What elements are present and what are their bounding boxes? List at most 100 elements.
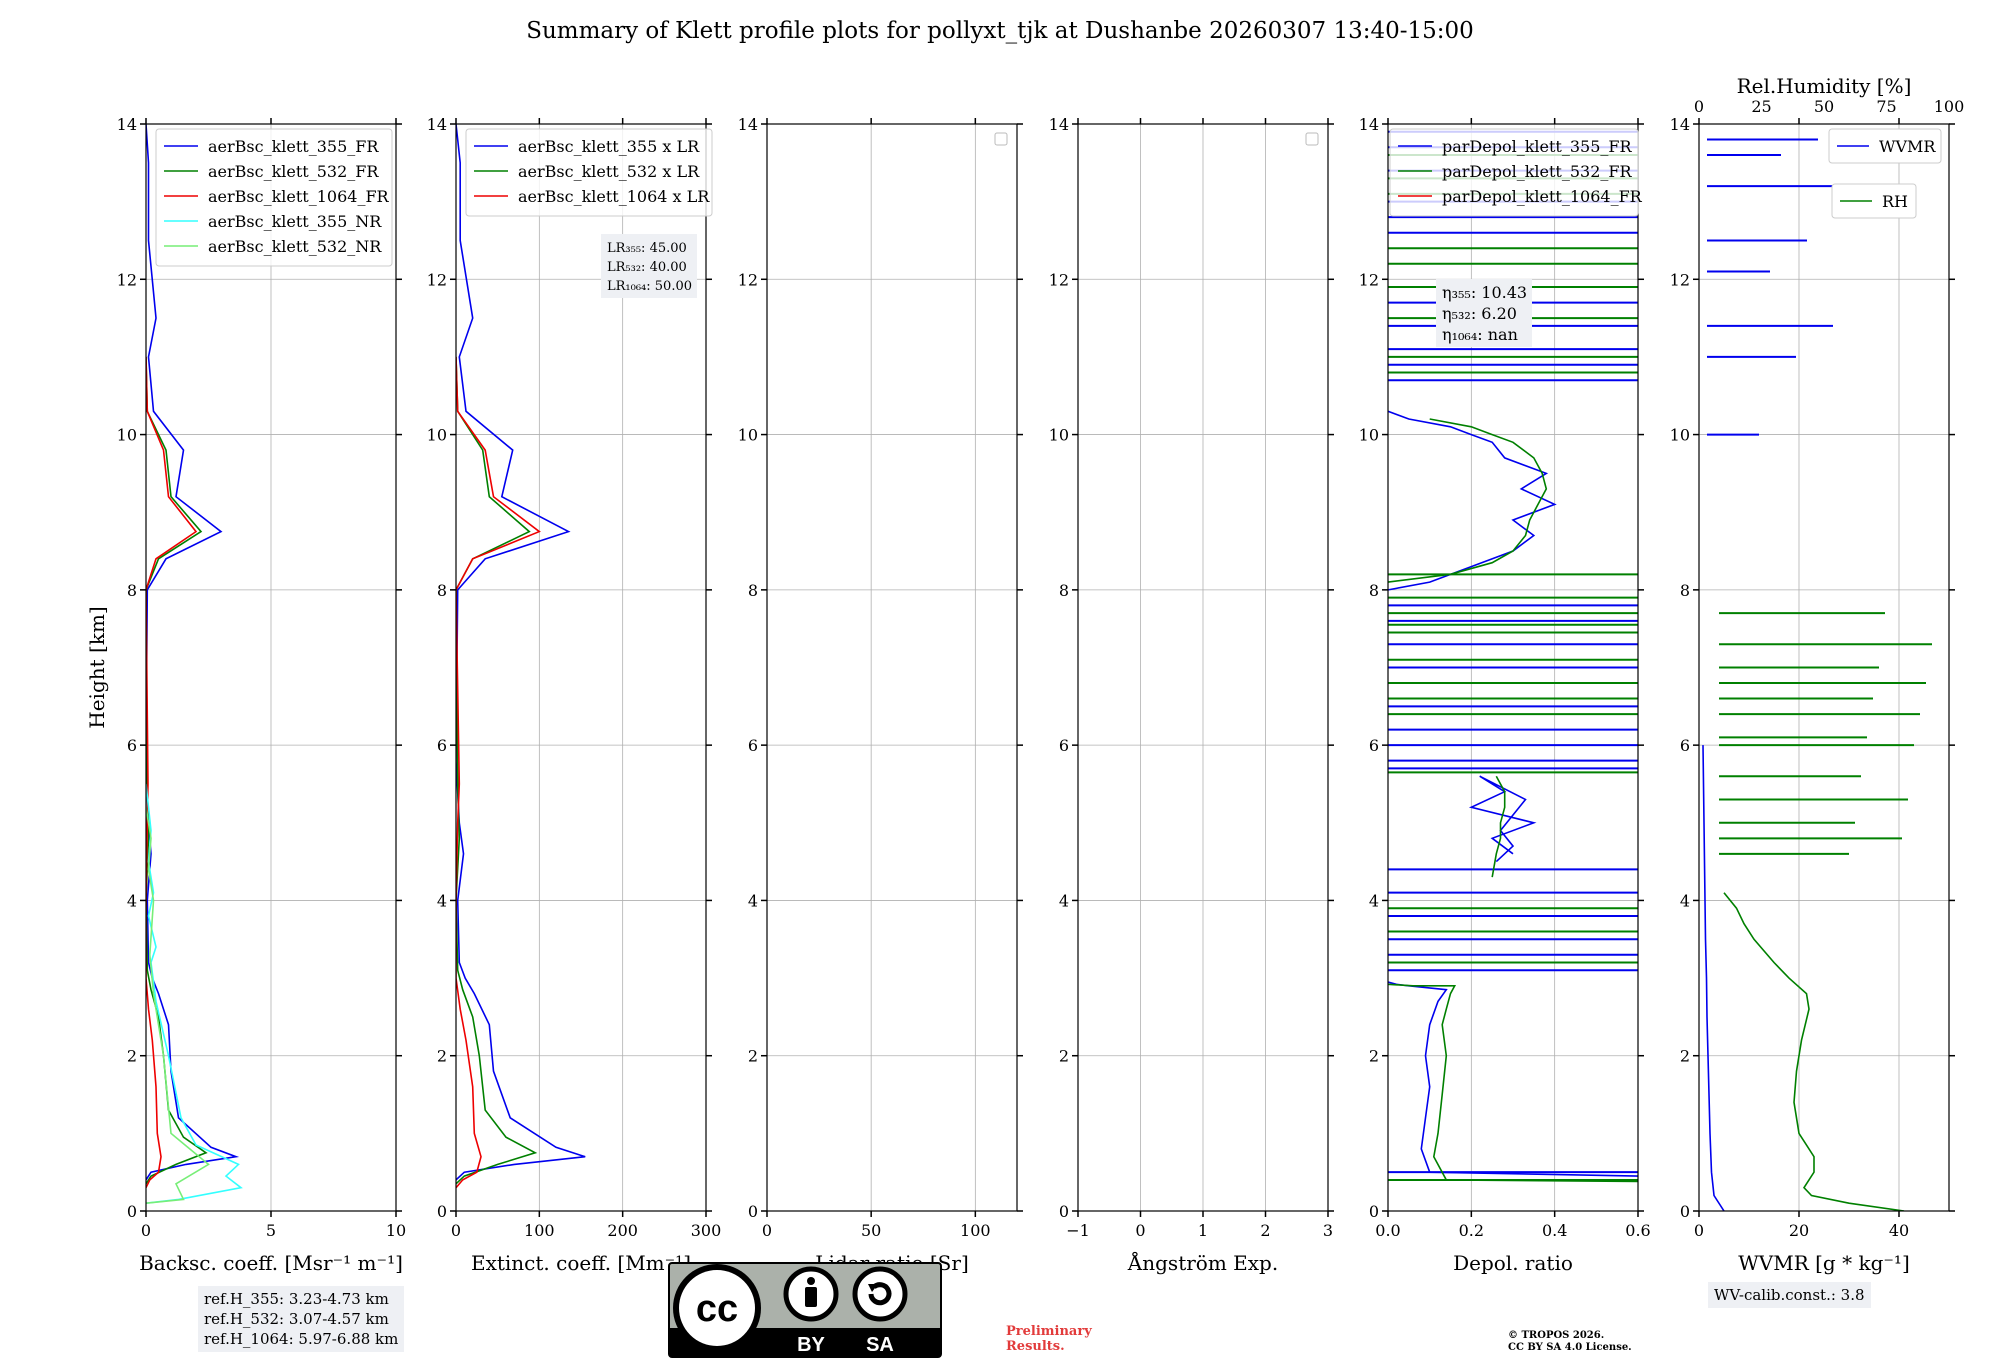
ytick-label: 6 [437, 736, 447, 755]
ytick-label: 2 [1369, 1047, 1379, 1066]
ytick-label: 6 [1680, 736, 1690, 755]
series-WVMR [1702, 745, 1725, 1211]
xtick-label: 0 [762, 1221, 772, 1240]
ytick-label: 2 [1059, 1047, 1069, 1066]
axes-frame [455, 123, 707, 1212]
xtick-label: 10 [386, 1221, 406, 1240]
series-parDepol_klett_355_FR_cloud [1388, 410, 1557, 591]
ref-height-532: ref.H_532: 3.07-4.57 km [204, 1310, 389, 1328]
ytick-label: 2 [1680, 1047, 1690, 1066]
legend-entry: RH [1882, 192, 1908, 211]
ytick-label: 12 [427, 270, 447, 289]
legend-box [1389, 128, 1639, 217]
xaxis-label: Backsc. coeff. [Msr⁻¹ m⁻¹] [139, 1251, 403, 1275]
lr-value-lr532: LR₅₃₂: 40.00 [607, 260, 687, 275]
ytick-label: 12 [1670, 270, 1690, 289]
xtick-label: 5 [266, 1221, 276, 1240]
ytick-label: 4 [127, 891, 137, 910]
legend-box-wvmr [1828, 128, 1942, 164]
series-aerBsc_klett_1064 x LR [456, 356, 541, 1189]
xtick-label: 0 [141, 1221, 151, 1240]
yaxis-label: Height [km] [85, 606, 109, 728]
license-line1: © TROPOS 2026. [1508, 1330, 1605, 1341]
top-xaxis-label: Rel.Humidity [%] [1737, 74, 1912, 98]
eta-value-e1064: η₁₀₆₄: nan [1442, 325, 1518, 344]
series-aerBsc_klett_1064_FR [146, 356, 198, 1189]
preliminary-note: Preliminary Results. [1006, 1324, 1092, 1354]
top-xtick-label: 0 [1694, 97, 1704, 116]
ytick-label: 0 [437, 1202, 447, 1221]
legend-entry: aerBsc_klett_1064_FR [208, 187, 390, 206]
series-parDepol_klett_532_FR_mid [1491, 775, 1506, 878]
ytick-label: 4 [1059, 891, 1069, 910]
ytick-label: 2 [748, 1047, 758, 1066]
top-xtick-label: 75 [1876, 97, 1896, 116]
series-parDepol_klett_532_FR_cloud [1388, 418, 1548, 583]
ytick-label: 8 [1059, 581, 1069, 600]
wv-calib-box: WV-calib.const.: 3.8 [1708, 1282, 1871, 1308]
legend-entry: aerBsc_klett_355_FR [208, 137, 379, 156]
series-parDepol_klett_532_FR [1388, 983, 1638, 1183]
legend-entry: parDepol_klett_355_FR [1442, 137, 1633, 156]
xtick-label: 100 [524, 1221, 555, 1240]
ytick-label: 12 [738, 270, 758, 289]
panel-lr: 02468101214050100Lidar ratio [Sr] [738, 115, 1023, 1275]
xtick-label: 0.4 [1542, 1221, 1567, 1240]
ytick-label: 8 [748, 581, 758, 600]
empty-legend [1305, 132, 1319, 146]
xtick-label: 0.0 [1375, 1221, 1400, 1240]
series-aerBsc_klett_532_FR [146, 356, 208, 1185]
ytick-label: 6 [127, 736, 137, 755]
cc-by-sa-badge: cc BY SA [668, 1262, 942, 1358]
ytick-label: 0 [1059, 1202, 1069, 1221]
series-aerBsc_klett_355 x LR [456, 124, 586, 1181]
legend-entry: aerBsc_klett_355 x LR [518, 137, 700, 156]
ytick-label: 4 [437, 891, 447, 910]
xtick-label: 0 [451, 1221, 461, 1240]
legend-entry: parDepol_klett_532_FR [1442, 162, 1633, 181]
series-group-bsc [146, 124, 243, 1204]
cc-badge-cc-text: cc [696, 1288, 738, 1330]
lr-box [601, 234, 697, 298]
legend-entry: parDepol_klett_1064_FR [1442, 187, 1643, 206]
eta-value-e355: η₃₅₅: 10.43 [1442, 283, 1527, 302]
ytick-label: 14 [427, 115, 447, 134]
legend-box-rh [1831, 183, 1917, 219]
ytick-label: 12 [1359, 270, 1379, 289]
ytick-label: 14 [1670, 115, 1690, 134]
eta-box [1436, 279, 1532, 347]
xtick-label: 40 [1889, 1221, 1909, 1240]
xtick-label: −1 [1066, 1221, 1090, 1240]
sa-share-icon [852, 1266, 908, 1322]
xaxis-label: WVMR [g * kg⁻¹] [1738, 1251, 1910, 1275]
series-parDepol_klett_355_FR_mid [1468, 775, 1537, 863]
legend-entry: aerBsc_klett_355_NR [208, 212, 382, 231]
axes-frame [1698, 123, 1950, 1212]
legend-entry: aerBsc_klett_532_FR [208, 162, 379, 181]
legend-entry: aerBsc_klett_1064 x LR [518, 187, 710, 206]
ytick-label: 8 [1369, 581, 1379, 600]
series-aerBsc_klett_532_NR [146, 807, 210, 1204]
top-xtick-label: 50 [1814, 97, 1834, 116]
ytick-label: 0 [1680, 1202, 1690, 1221]
ytick-label: 12 [1049, 270, 1069, 289]
xaxis-label: Depol. ratio [1453, 1251, 1573, 1275]
ytick-label: 10 [427, 426, 447, 445]
xtick-label: 50 [861, 1221, 881, 1240]
xtick-label: 200 [607, 1221, 638, 1240]
ref-height-355: ref.H_355: 3.23-4.73 km [204, 1290, 389, 1308]
ytick-label: 4 [748, 891, 758, 910]
ytick-label: 6 [748, 736, 758, 755]
xtick-label: 20 [1789, 1221, 1809, 1240]
xaxis-label: Ångström Exp. [1127, 1250, 1278, 1275]
preliminary-line1: Preliminary [1006, 1324, 1092, 1339]
top-xtick-label: 100 [1934, 97, 1965, 116]
ytick-label: 10 [1359, 426, 1379, 445]
lr-value-lr1064: LR₁₀₆₄: 50.00 [607, 279, 692, 294]
xtick-label: 0 [1135, 1221, 1145, 1240]
lr-value-lr355: LR₃₅₅: 45.00 [607, 241, 687, 256]
xtick-label: 2 [1260, 1221, 1270, 1240]
xaxis-label: Extinct. coeff. [Mm⁻¹] [471, 1251, 691, 1275]
